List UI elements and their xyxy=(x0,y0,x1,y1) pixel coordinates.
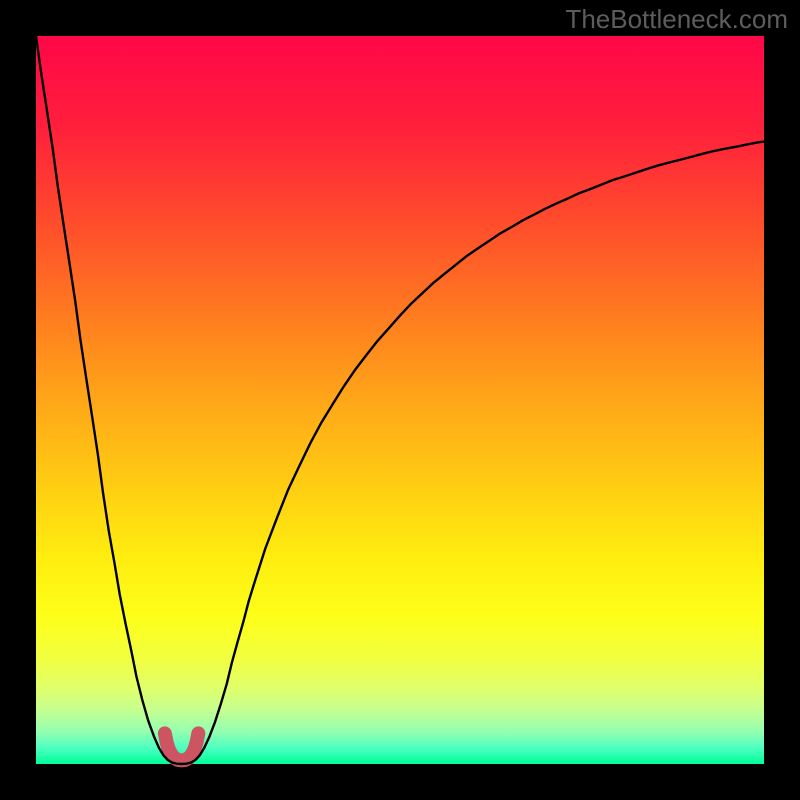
plot-background xyxy=(36,36,764,764)
chart-svg xyxy=(0,0,800,800)
chart-container: TheBottleneck.com xyxy=(0,0,800,800)
